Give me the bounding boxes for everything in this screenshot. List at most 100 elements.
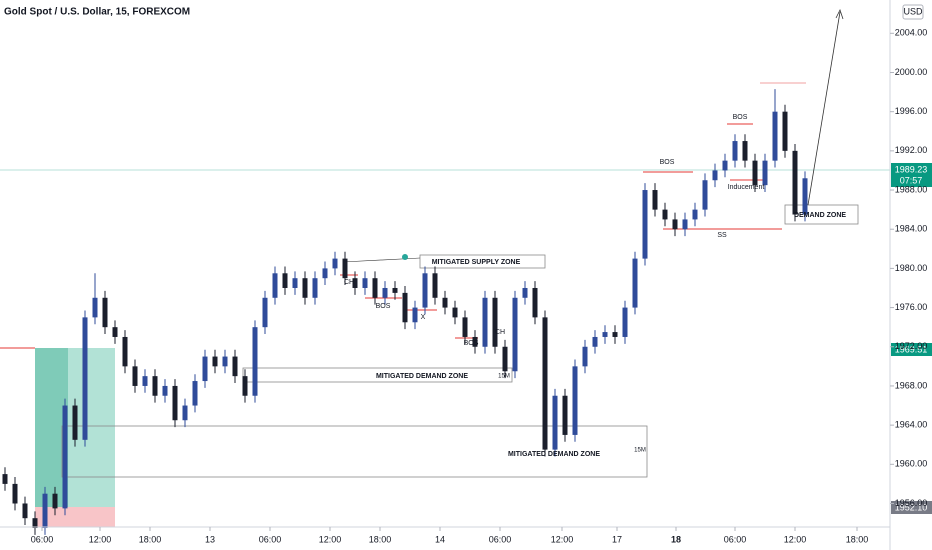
candle-body [92, 297, 98, 318]
candle-body [582, 346, 588, 367]
candle-body [692, 209, 698, 220]
structure-label: BOS [660, 159, 675, 166]
candle-body [552, 395, 558, 450]
price-tag [891, 163, 932, 187]
y-tick-label: 1972.00 [895, 341, 928, 351]
x-tick-label: 18:00 [369, 534, 392, 544]
candle-body [182, 405, 188, 421]
y-tick-label: 1980.00 [895, 263, 928, 273]
currency-box [902, 4, 924, 20]
candle-body [562, 395, 568, 435]
candle-body [372, 278, 378, 298]
candle-body [312, 278, 318, 298]
y-tick-label: 1976.00 [895, 302, 928, 312]
zone [784, 204, 859, 225]
x-tick-label: 06:00 [31, 534, 54, 544]
chart-title: Gold Spot / U.S. Dollar, 15, FOREXCOM [4, 7, 190, 18]
candle-body [532, 287, 538, 318]
candle-body [432, 273, 438, 298]
annotations: MITIGATED DEMAND ZONE 15M MITIGATED DEMA… [344, 114, 846, 458]
price-tag [891, 343, 932, 356]
candle-body [462, 317, 468, 337]
y-tick-label: 2000.00 [895, 67, 928, 77]
candle-body [132, 366, 138, 386]
structure-line [342, 257, 421, 263]
candle-body [122, 336, 128, 367]
y-tick-label: 1956.00 [895, 498, 928, 508]
y-tick-label: 1992.00 [895, 145, 928, 155]
candle-body [452, 307, 458, 318]
candle-body [422, 273, 428, 308]
structure-label: BOS [376, 303, 391, 310]
candle-body [802, 178, 808, 215]
price-tag [891, 501, 932, 514]
x-tick-label: 18:00 [846, 534, 869, 544]
candle-body [292, 278, 298, 288]
candle-body [672, 219, 678, 230]
candle-body [262, 297, 268, 328]
structure-label: X [421, 314, 426, 321]
candle-body [242, 376, 248, 396]
candle-body [612, 332, 618, 337]
candle-body [442, 297, 448, 308]
zone-label: DEMAND ZONE [794, 212, 846, 219]
x-tick-label: 12:00 [784, 534, 807, 544]
candle-body [282, 273, 288, 288]
candle-body [542, 317, 548, 450]
candle-body [352, 278, 358, 288]
structure-label: BOS [733, 114, 748, 121]
candle-body [502, 346, 508, 372]
candle-body [382, 287, 388, 298]
candle-body [742, 141, 748, 161]
structure-label: SS [717, 232, 727, 239]
candle-body [162, 385, 168, 396]
zone-label: MITIGATED DEMAND ZONE [508, 451, 600, 458]
candle-body [792, 150, 798, 215]
y-tick-label: 1960.00 [895, 459, 928, 469]
structure-label: BOS [464, 340, 479, 347]
candle-body [412, 307, 418, 323]
x-tick-label: 13 [205, 534, 215, 544]
candle-body [592, 336, 598, 347]
candle-body [732, 141, 738, 161]
candle-body [472, 336, 478, 347]
zone [419, 254, 546, 269]
candle-body [192, 381, 198, 406]
candle-body [42, 493, 48, 528]
zone-label: MITIGATED DEMAND ZONE [376, 373, 468, 380]
x-tick-label: 06:00 [489, 534, 512, 544]
candle-body [302, 278, 308, 298]
candle-body [522, 287, 528, 298]
candle-body [622, 307, 628, 337]
x-tick-label: 06:00 [259, 534, 282, 544]
candle-body [232, 356, 238, 377]
candle-body [722, 160, 728, 171]
candle-body [322, 268, 328, 279]
candle-body [12, 483, 18, 504]
structure-label: CH [344, 279, 354, 286]
candle-body [712, 170, 718, 181]
candle-body [252, 327, 258, 396]
structure-label: Inducement [728, 184, 765, 191]
candle-body [72, 405, 78, 440]
plot [2, 89, 808, 535]
zones [61, 8, 859, 478]
candle-body [272, 273, 278, 298]
candle-body [392, 287, 398, 293]
x-tick-label: 18 [671, 534, 681, 544]
projection-arrow [807, 11, 841, 206]
y-tick-label: 2004.00 [895, 28, 928, 38]
y-tick-label: 1984.00 [895, 224, 928, 234]
candle-body [32, 518, 38, 528]
zone-label: MITIGATED SUPPLY ZONE [432, 259, 521, 266]
structure-label: CH [495, 329, 505, 336]
check-icon [402, 254, 408, 260]
arrow-head [835, 8, 844, 20]
candle-body [682, 219, 688, 230]
x-tick-label: 06:00 [724, 534, 747, 544]
candle-body [52, 493, 58, 509]
zone-timeframe: 15M [634, 448, 646, 454]
y-tick-label: 1996.00 [895, 106, 928, 116]
